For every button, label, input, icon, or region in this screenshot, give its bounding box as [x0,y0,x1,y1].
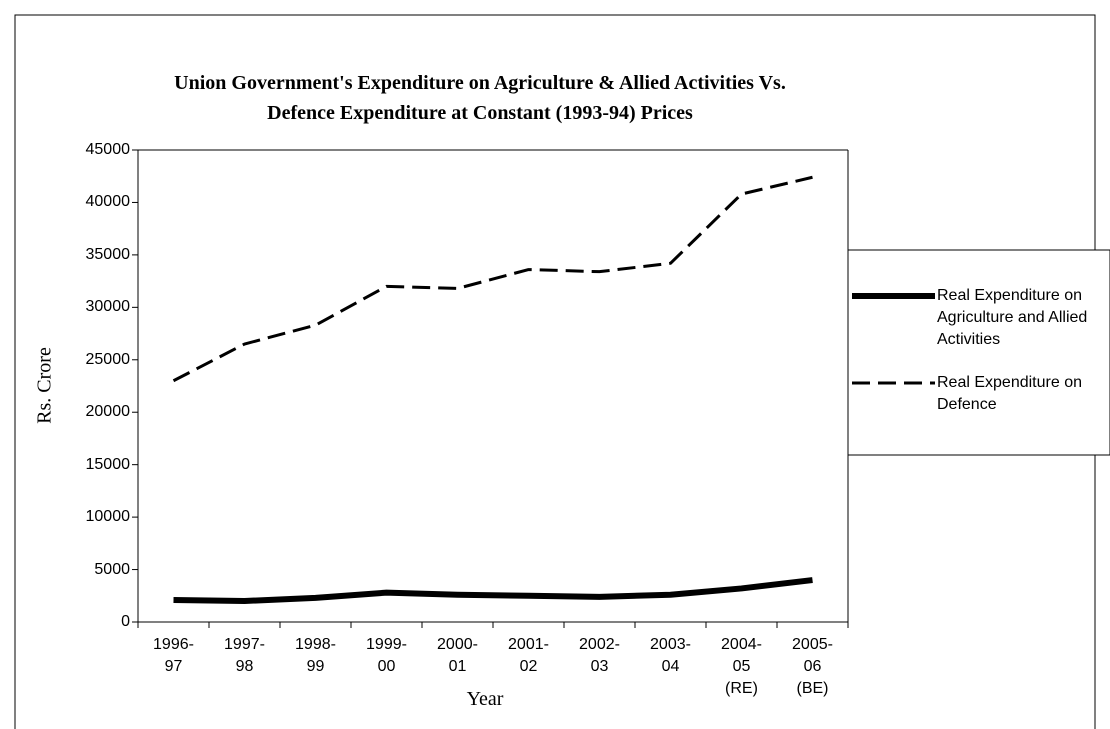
y-tick-label: 0 [121,613,130,630]
y-tick-label: 25000 [85,350,131,368]
y-tick-label: 30000 [85,298,131,316]
x-tick-label: 2002- 03 [579,636,620,675]
y-tick-label: 45000 [85,141,131,158]
x-tick-label: 2000- 01 [437,636,478,675]
plot-area [138,150,848,622]
x-tick-label: 2005- 06 (BE) [792,636,833,697]
chart-title: Union Government's Expenditure on Agricu… [174,72,786,124]
x-tick-label: 1996- 97 [153,636,194,675]
y-tick-label: 40000 [85,193,131,211]
y-tick-label: 15000 [85,455,131,473]
y-tick-label: 5000 [94,560,130,578]
legend-label: Real Expenditure on Agriculture and Alli… [937,287,1088,348]
x-tick-label: 1997- 98 [224,636,265,675]
x-tick-label: 1999- 00 [366,636,407,675]
x-tick-label: 2004- 05 (RE) [721,636,762,697]
x-axis-title: Year [466,688,504,710]
legend-box [847,249,1110,456]
y-tick-label: 10000 [85,508,131,526]
y-tick-label: 20000 [85,403,131,421]
legend-label: Real Expenditure on Defence [937,374,1082,413]
x-tick-label: 1998- 99 [295,636,336,675]
y-tick-label: 35000 [85,245,131,263]
x-tick-label: 2001- 02 [508,636,549,675]
line-series [173,577,813,605]
line-series [172,175,813,383]
x-tick-label: 2003- 04 [650,636,691,675]
